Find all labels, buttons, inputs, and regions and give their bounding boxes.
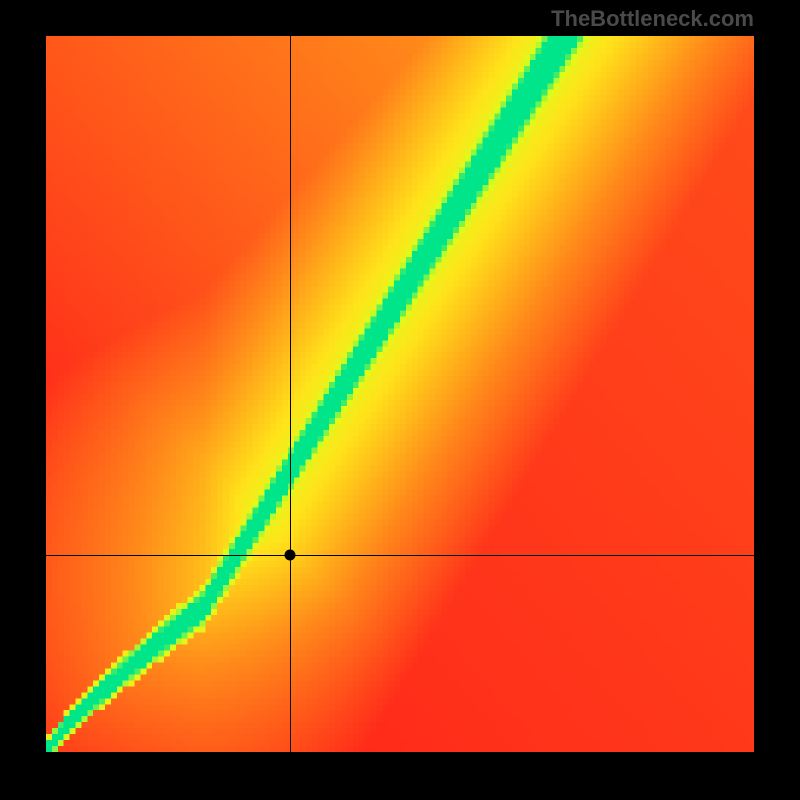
watermark-text: TheBottleneck.com [551,6,754,32]
crosshair-marker-dot [285,550,296,561]
crosshair-vertical [290,36,291,752]
crosshair-horizontal [46,555,754,556]
plot-area [46,36,754,752]
heatmap-canvas [46,36,754,752]
